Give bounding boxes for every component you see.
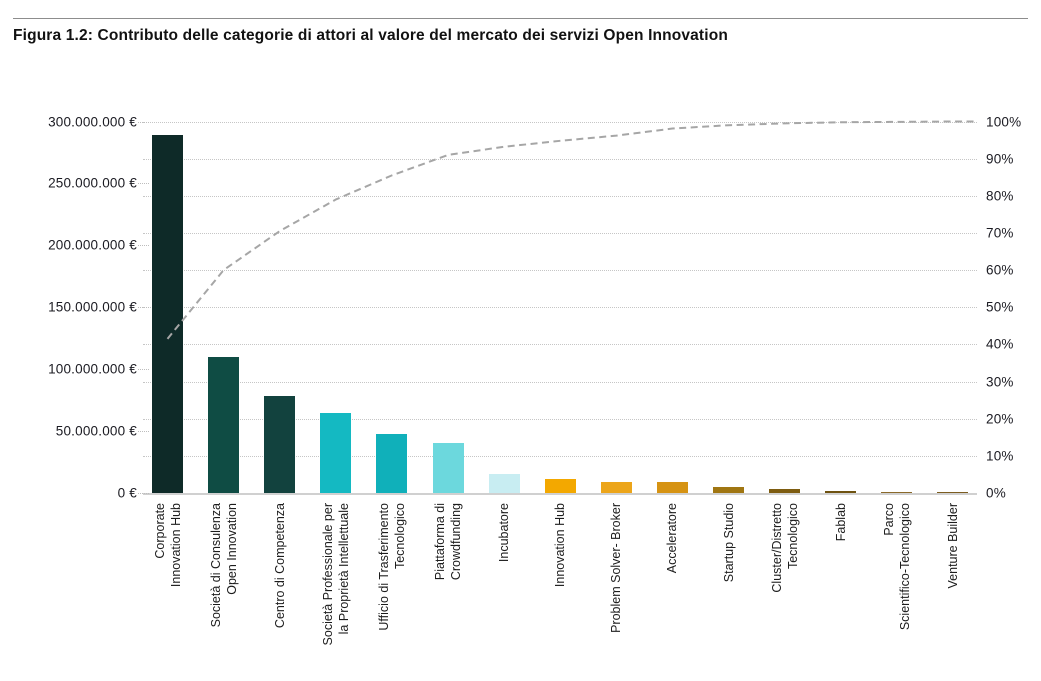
figure-title: Figura 1.2: Contributo delle categorie d… <box>13 27 728 44</box>
x-axis-label: Società Professionale per la Proprietà I… <box>320 503 351 646</box>
gridline-100pct <box>143 121 977 123</box>
right-axis-tick-label: 10% <box>986 448 1014 464</box>
bar-acceleratore <box>656 481 688 493</box>
left-axis-tick-mark <box>138 431 149 433</box>
right-axis-tick-label: 0% <box>986 485 1006 501</box>
x-axis-label: Ufficio di Trasferimento Tecnologico <box>376 503 407 631</box>
left-axis-tick-mark <box>138 369 149 371</box>
left-axis-tick-mark <box>138 307 149 309</box>
bar-ufficio-di-trasferimento-tecnologico <box>376 433 408 493</box>
x-axis-label: Startup Studio <box>721 503 736 583</box>
right-axis-tick-label: 70% <box>986 225 1014 241</box>
right-axis-tick-label: 90% <box>986 151 1014 167</box>
x-axis-label: Acceleratore <box>665 503 680 574</box>
right-axis-tick-label: 100% <box>986 114 1022 129</box>
left-axis-tick-label: 300.000.000 € <box>48 114 137 129</box>
bar-incubatore <box>488 473 520 493</box>
gridline-40pct <box>143 344 977 346</box>
x-axis-label: Fablab <box>833 503 848 542</box>
x-axis-label: Società di Consulenza Open Innovation <box>208 503 239 628</box>
x-axis-label: Innovation Hub <box>553 503 568 588</box>
right-axis-tick-label: 40% <box>986 336 1014 352</box>
x-axis-label: Venture Builder <box>945 503 960 589</box>
bar-innovation-hub <box>544 478 576 493</box>
gridline-10pct <box>143 455 977 457</box>
bar-societ-professionale-per-la-propriet-intellettuale <box>320 412 352 493</box>
x-axis-label: Corporate Innovation Hub <box>152 503 183 588</box>
x-axis-label: Centro di Competenza <box>272 503 287 629</box>
x-axis-label: Piattaforma di Crowdfunding <box>433 503 463 581</box>
bar-corporate-innovation-hub <box>152 135 183 493</box>
x-axis-label: Parco Scientifico-Tecnologico <box>881 503 912 631</box>
x-axis-label: Cluster/Distretto Tecnologico <box>769 503 800 593</box>
x-axis-label: Incubatore <box>497 503 512 563</box>
bar-problem-solver-broker <box>600 481 632 493</box>
right-axis-tick-label: 80% <box>986 188 1014 204</box>
bar-cluster-distretto-tecnologico <box>769 489 801 493</box>
gridline-50pct <box>143 307 977 309</box>
left-axis-tick-label: 100.000.000 € <box>48 361 137 377</box>
left-axis-tick-label: 0 € <box>117 485 137 501</box>
cumulative-line-path <box>166 120 977 340</box>
left-axis-tick-mark <box>138 245 149 247</box>
gridline-90pct <box>143 158 977 160</box>
left-axis-tick-label: 150.000.000 € <box>48 299 137 315</box>
top-divider <box>13 18 1028 19</box>
bar-venture-builder <box>937 491 969 493</box>
gridline-30pct <box>143 381 977 383</box>
gridline-60pct <box>143 270 977 272</box>
left-axis-tick-label: 50.000.000 € <box>55 423 137 439</box>
bar-centro-di-competenza <box>264 396 296 493</box>
bar-parco-scientifico-tecnologico <box>881 491 913 493</box>
right-axis-tick-label: 30% <box>986 374 1014 390</box>
gridline-0pct <box>143 493 977 495</box>
left-axis-tick-label: 250.000.000 € <box>48 175 137 191</box>
right-axis-tick-label: 60% <box>986 262 1014 278</box>
right-axis-tick-label: 50% <box>986 299 1014 315</box>
x-axis-label: Problem Solver- Broker <box>609 503 624 633</box>
gridline-80pct <box>143 195 977 197</box>
right-axis-tick-label: 20% <box>986 411 1014 427</box>
gridline-70pct <box>143 232 977 234</box>
left-axis-tick-mark <box>138 493 149 494</box>
bar-startup-studio <box>713 487 744 493</box>
bar-fablab <box>825 490 857 493</box>
bar-societ-di-consulenza-open-innovation <box>208 356 240 493</box>
bar-piattaforma-di-crowdfunding <box>432 443 464 493</box>
gridline-20pct <box>143 418 977 420</box>
left-axis-tick-mark <box>138 121 149 123</box>
left-axis-tick-label: 200.000.000 € <box>48 237 137 253</box>
left-axis-tick-mark <box>138 183 149 185</box>
